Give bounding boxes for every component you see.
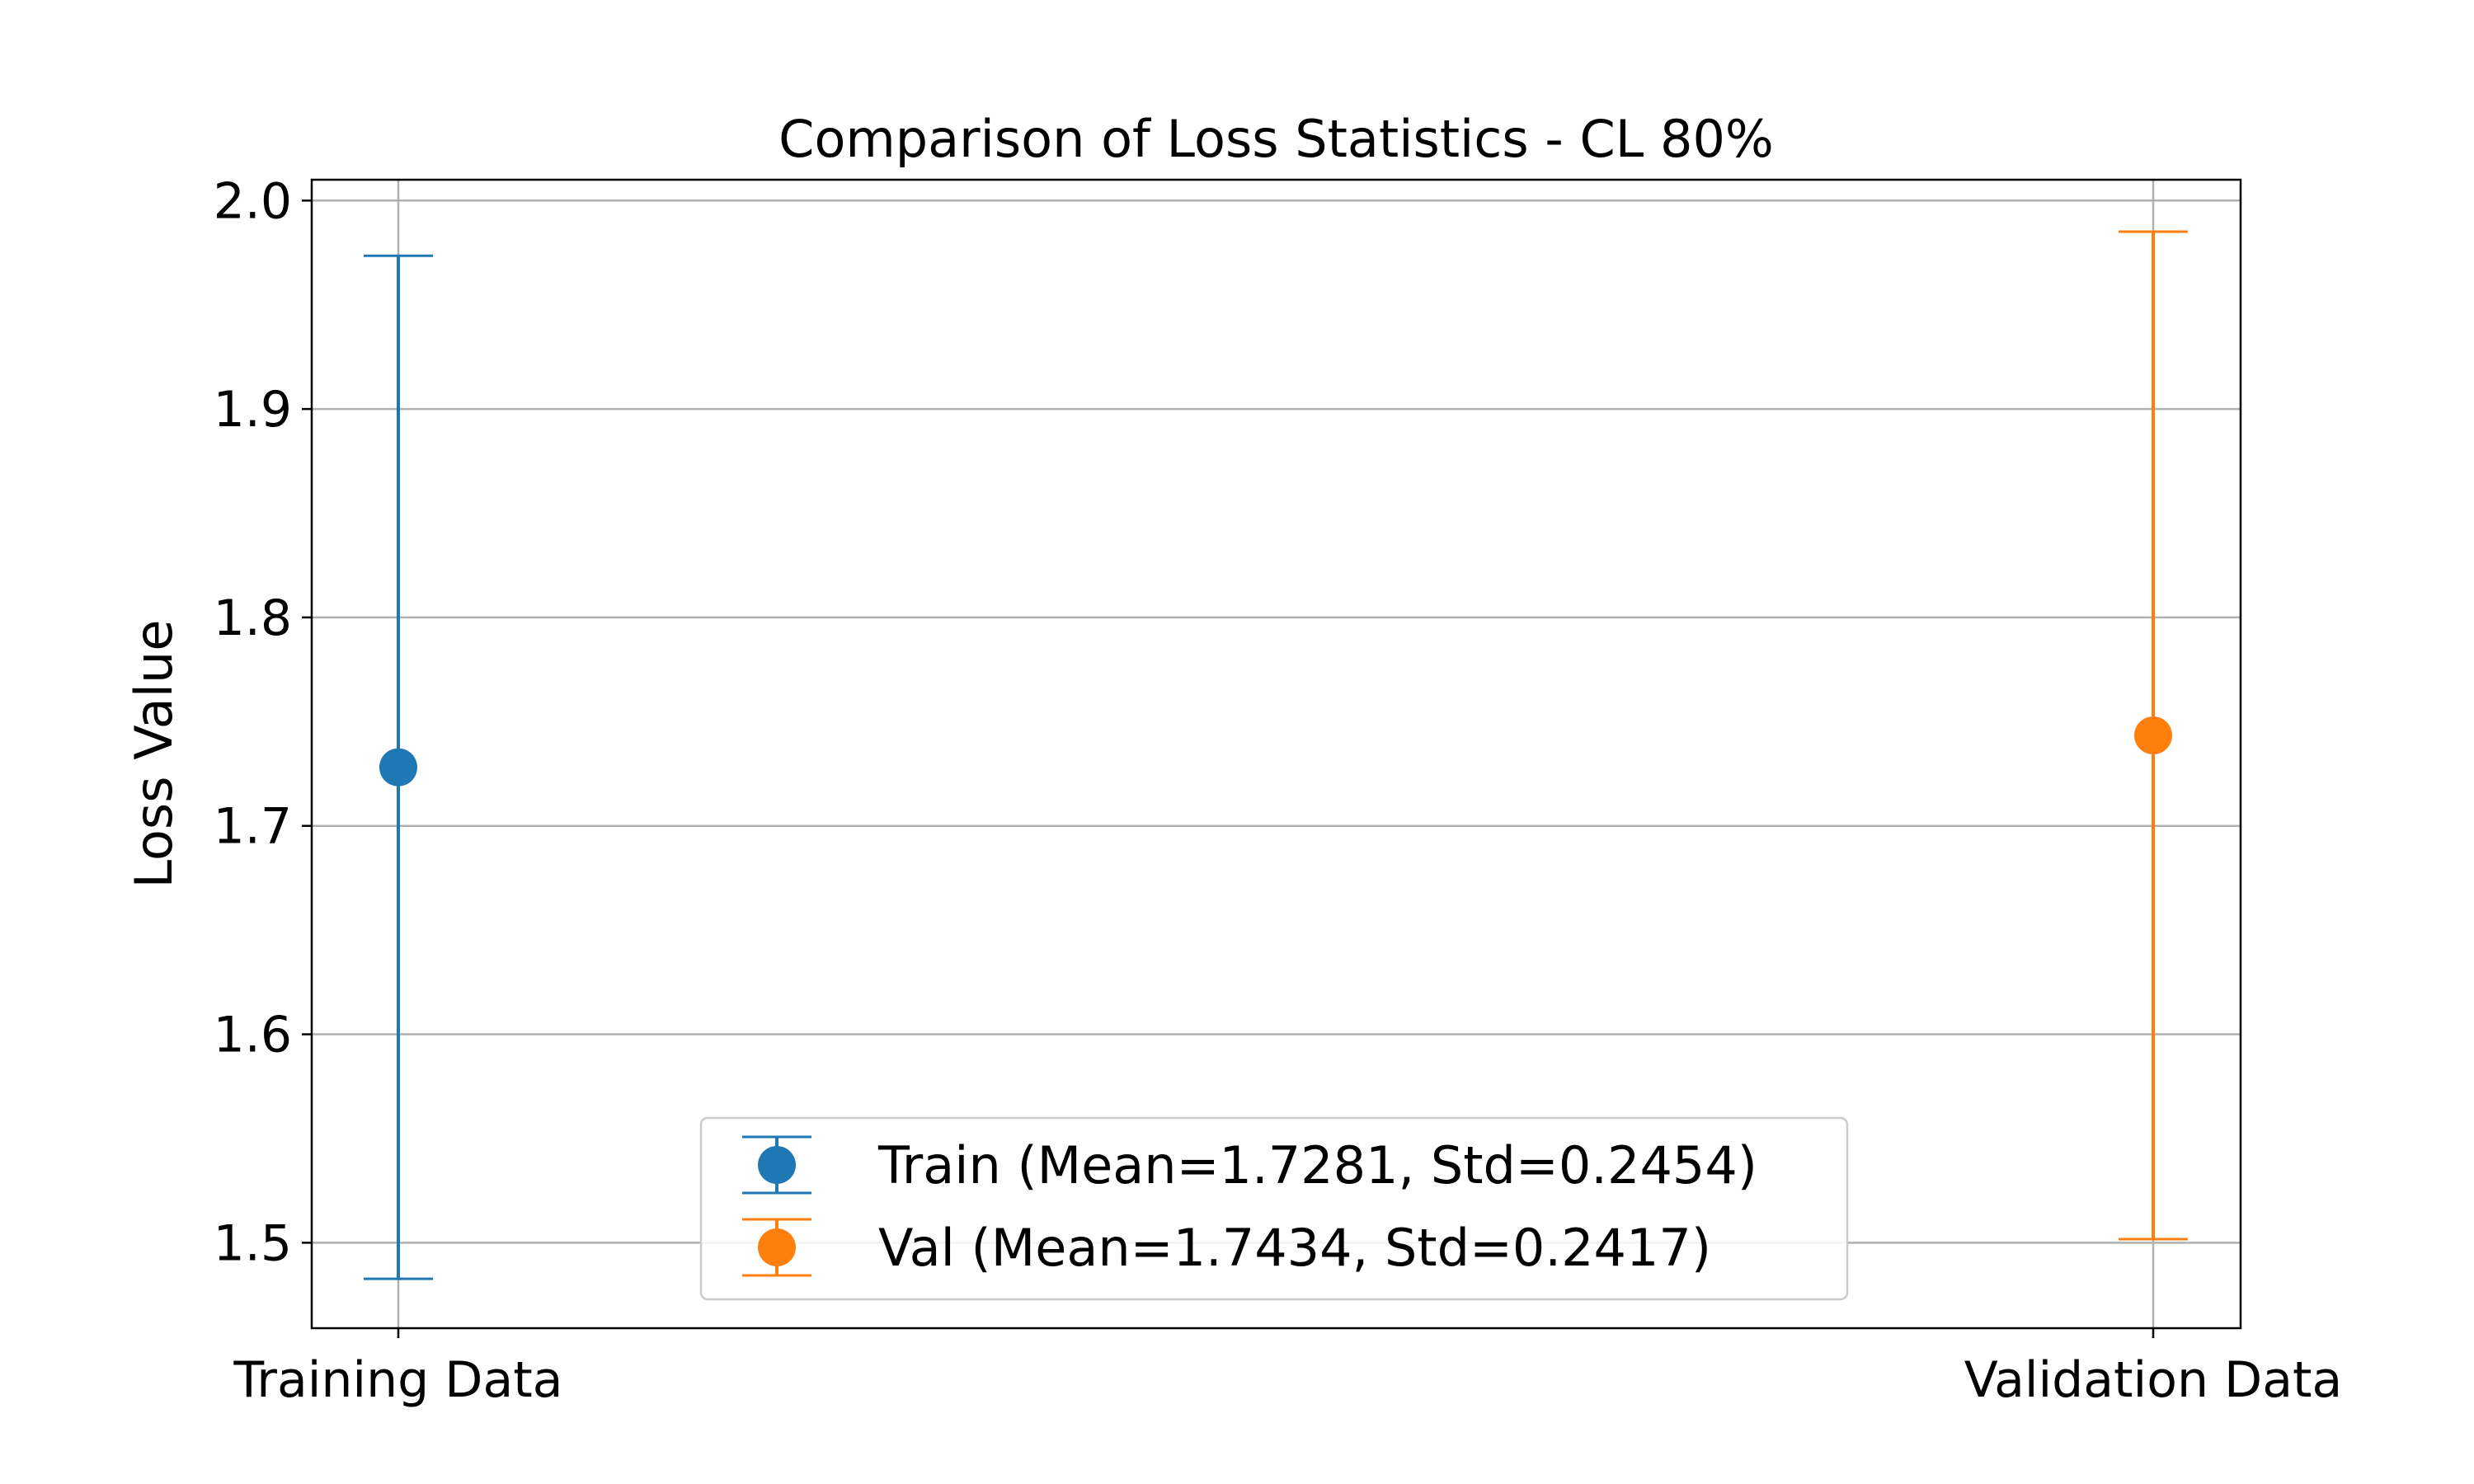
mean-marker-0 — [379, 748, 417, 787]
plot-area-frame — [310, 178, 2242, 1330]
axis-ticks: 1.5 1.6 1.7 1.8 1.9 2.0 Training Data Validatio… — [214, 172, 2343, 1409]
y-tick-label: 1.7 — [214, 798, 292, 856]
y-tick-label: 1.9 — [214, 381, 292, 439]
y-tick-label: 1.6 — [214, 1007, 292, 1064]
y-tick-label: 1.8 — [214, 589, 292, 647]
legend-handle-marker-0 — [758, 1146, 796, 1184]
y-tick-label: 1.5 — [214, 1214, 292, 1272]
legend-handle-marker-1 — [758, 1228, 796, 1266]
mean-marker-1 — [2134, 716, 2172, 754]
x-tick-label: Validation Data — [1964, 1351, 2343, 1409]
x-tick-label: Training Data — [233, 1351, 562, 1409]
y-axis-label: Loss Value — [124, 620, 184, 889]
error-bars — [364, 230, 2188, 1280]
legend-box — [699, 1116, 1849, 1301]
y-tick-label: 2.0 — [214, 172, 292, 230]
legend: Train (Mean=1.7281, Std=0.2454) Val (Mean… — [699, 1116, 1849, 1301]
legend-label-0: Train (Mean=1.7281, Std=0.2454) — [877, 1135, 1757, 1195]
chart-title: Comparison of Loss Statistics - CL 80% — [778, 109, 1774, 169]
legend-label-1: Val (Mean=1.7434, Std=0.2417) — [878, 1218, 1711, 1278]
